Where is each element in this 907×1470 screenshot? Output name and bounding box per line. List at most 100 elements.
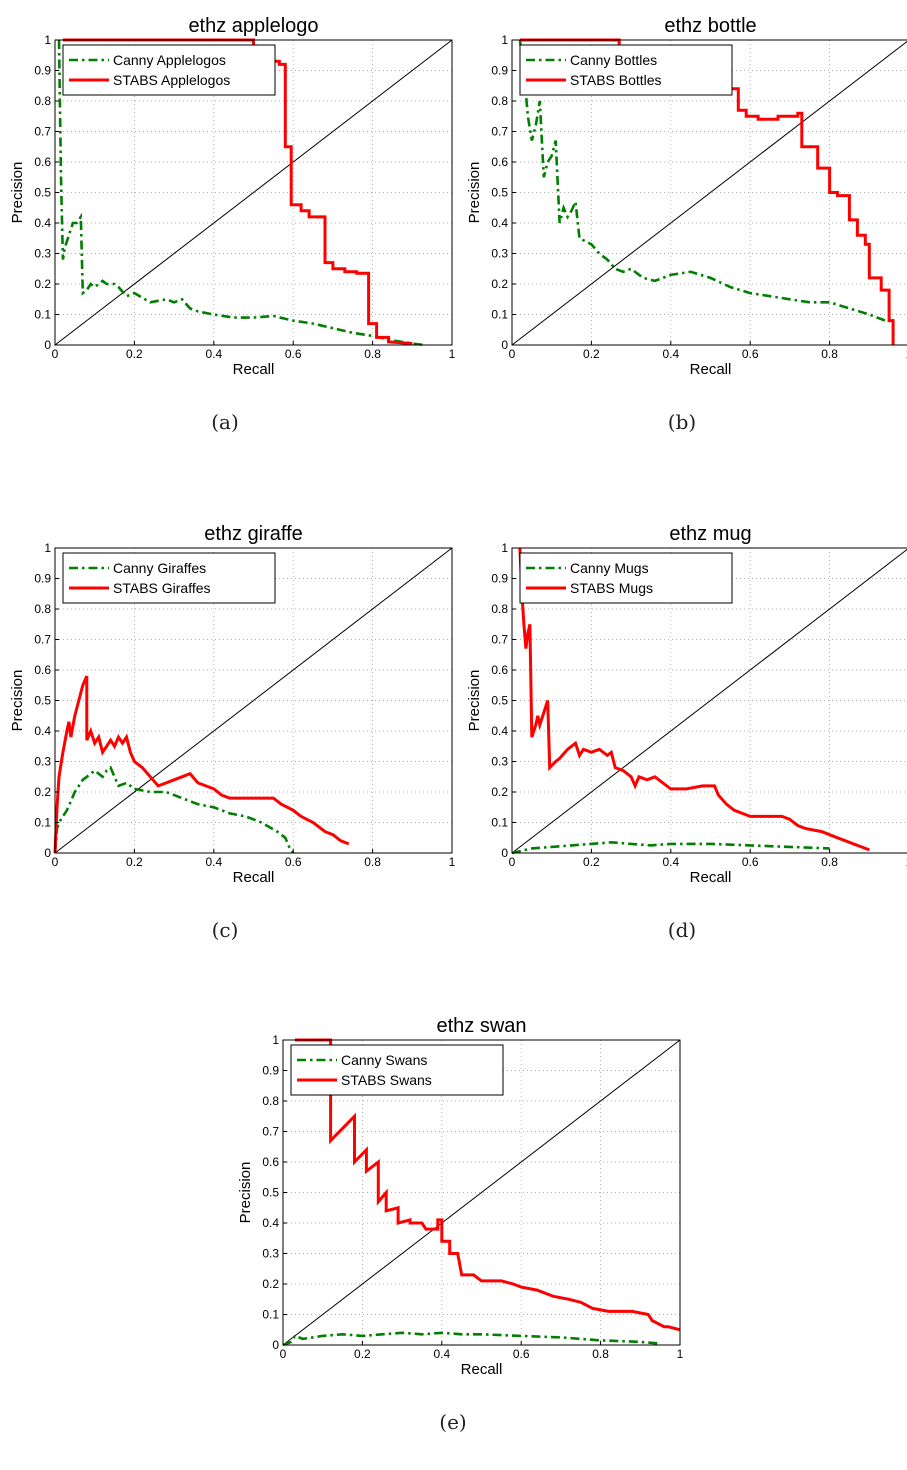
x-tick-label: 1 — [906, 855, 907, 869]
legend-label: Canny Applelogos — [113, 52, 226, 68]
series-line-canny — [282, 1331, 661, 1347]
legend: Canny Giraffes STABS Giraffes — [62, 552, 276, 604]
y-axis-label: Precision — [466, 670, 483, 732]
figure-caption: (e) — [439, 1410, 467, 1434]
legend-box — [62, 44, 276, 96]
chart-swan: 0 0.2 0.4 0.6 0.8 1 0 0.1 0.2 0.3 0.4 0.5 0.6 0.7 0.8 0… — [237, 1015, 684, 1378]
legend-box — [519, 44, 733, 96]
y-tick-label: 0.3 — [491, 247, 508, 261]
y-tick-label: 0.6 — [491, 155, 508, 169]
x-tick-label: 0.4 — [662, 855, 679, 869]
legend-label: STABS Mugs — [570, 580, 653, 596]
y-tick-label: 1 — [501, 33, 508, 47]
y-tick-label: 0.1 — [491, 308, 508, 322]
x-tick-label: 0.8 — [821, 855, 838, 869]
series-line-canny — [53, 765, 295, 854]
series-line-stabs — [62, 38, 413, 345]
diagonal-line — [282, 1039, 681, 1346]
y-tick-label: 0 — [44, 338, 51, 352]
y-tick-label: 1 — [272, 1033, 279, 1047]
y-tick-label: 1 — [501, 541, 508, 555]
chart-panel-d: 0 0.2 0.4 0.6 0.8 1 0 0.1 0.2 0.3 0.4 0.5 0.6 0.7 0.8 0… — [457, 508, 907, 968]
y-axis-label: Precision — [9, 162, 26, 224]
x-axis-label: Recall — [461, 1361, 503, 1378]
x-tick-label: 0.6 — [285, 347, 302, 361]
y-tick-label: 0.7 — [491, 125, 508, 139]
legend-box — [62, 552, 276, 604]
x-tick-label: 0.6 — [742, 347, 759, 361]
series-line-stabs — [53, 675, 350, 854]
y-tick-label: 0.2 — [262, 1277, 279, 1291]
x-tick-label: 0.4 — [433, 1347, 450, 1361]
x-tick-label: 0.2 — [354, 1347, 371, 1361]
legend: Canny Applelogos STABS Applelogos — [62, 44, 276, 96]
diagonal-line — [511, 40, 907, 346]
y-tick-label: 0.2 — [491, 277, 508, 291]
y-tick-label: 0.6 — [491, 663, 508, 677]
chart-title: ethz applelogo — [188, 15, 318, 37]
y-tick-label: 0 — [44, 846, 51, 860]
y-tick-label: 0.5 — [262, 1186, 279, 1200]
y-tick-label: 0.3 — [491, 755, 508, 769]
x-tick-label: 0.4 — [205, 855, 222, 869]
chart-title: ethz mug — [669, 523, 751, 545]
x-tick-label: 0 — [509, 855, 516, 869]
legend: Canny Bottles STABS Bottles — [519, 44, 733, 96]
y-tick-label: 0.8 — [34, 94, 51, 108]
x-tick-label: 0.4 — [205, 347, 222, 361]
chart-panel-e: 0 0.2 0.4 0.6 0.8 1 0 0.1 0.2 0.3 0.4 0.5 0.6 0.7 0.8 0… — [228, 1000, 684, 1460]
y-tick-label: 0.2 — [34, 277, 51, 291]
x-axis-label: Recall — [690, 361, 732, 378]
figure-caption: (a) — [211, 410, 239, 434]
chart-title: ethz giraffe — [204, 523, 303, 545]
figure-caption: (c) — [211, 918, 239, 942]
x-tick-label: 0 — [280, 1347, 287, 1361]
y-tick-label: 0 — [501, 846, 508, 860]
x-tick-label: 0.2 — [126, 855, 143, 869]
y-tick-label: 0.6 — [262, 1155, 279, 1169]
diagonal-line — [54, 547, 453, 854]
y-tick-label: 0.3 — [262, 1247, 279, 1261]
figure-caption: (b) — [667, 410, 697, 434]
y-tick-label: 0.8 — [491, 602, 508, 616]
legend-label: Canny Mugs — [570, 560, 649, 576]
chart-applelogo: 0 0.2 0.4 0.6 0.8 1 0 0.1 0.2 0.3 0.4 0.5 0.6 0.7 0.8 0… — [9, 15, 456, 378]
y-tick-label: 0.1 — [34, 308, 51, 322]
y-tick-label: 0.4 — [34, 216, 51, 230]
x-tick-label: 0.6 — [513, 1347, 530, 1361]
y-tick-label: 0.7 — [34, 633, 51, 647]
chart-panel-a: 0 0.2 0.4 0.6 0.8 1 0 0.1 0.2 0.3 0.4 0.5 0.6 0.7 0.8 0… — [0, 0, 456, 460]
legend-label: STABS Giraffes — [113, 580, 211, 596]
x-axis-label: Recall — [233, 361, 275, 378]
y-tick-label: 0.6 — [34, 663, 51, 677]
x-tick-label: 0 — [52, 347, 59, 361]
x-tick-label: 0.8 — [592, 1347, 609, 1361]
y-tick-label: 0.4 — [34, 724, 51, 738]
y-tick-label: 0.2 — [491, 785, 508, 799]
y-axis-label: Precision — [9, 670, 26, 732]
y-tick-label: 0.5 — [491, 694, 508, 708]
chart-panel-c: 0 0.2 0.4 0.6 0.8 1 0 0.1 0.2 0.3 0.4 0.5 0.6 0.7 0.8 0… — [0, 508, 456, 968]
y-tick-label: 0.7 — [34, 125, 51, 139]
legend-label: Canny Bottles — [570, 52, 657, 68]
legend: Canny Mugs STABS Mugs — [519, 552, 733, 604]
x-axis-label: Recall — [690, 869, 732, 886]
x-tick-label: 0.8 — [364, 347, 381, 361]
y-tick-label: 0.1 — [262, 1308, 279, 1322]
x-tick-label: 0.2 — [583, 855, 600, 869]
legend-label: STABS Swans — [341, 1072, 432, 1088]
y-tick-label: 0.7 — [491, 633, 508, 647]
y-tick-label: 0.8 — [262, 1094, 279, 1108]
y-tick-label: 0.8 — [34, 602, 51, 616]
legend-box — [519, 552, 733, 604]
figure-caption: (d) — [667, 918, 697, 942]
diagonal-line — [511, 548, 907, 854]
y-axis-label: Precision — [466, 162, 483, 224]
y-axis-label: Precision — [237, 1162, 254, 1224]
y-tick-label: 0.9 — [491, 64, 508, 78]
legend: Canny Swans STABS Swans — [290, 1044, 504, 1096]
y-tick-label: 0.3 — [34, 247, 51, 261]
y-tick-label: 0.9 — [262, 1064, 279, 1078]
y-tick-label: 0.1 — [34, 816, 51, 830]
legend-label: Canny Giraffes — [113, 560, 206, 576]
